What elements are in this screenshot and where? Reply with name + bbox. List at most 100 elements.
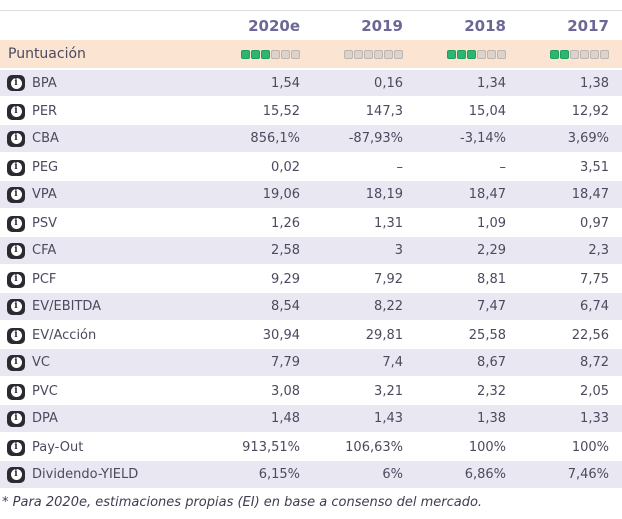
- metric-value: 7,4: [382, 355, 403, 370]
- info-icon[interactable]: i: [7, 242, 25, 259]
- info-icon[interactable]: i: [7, 186, 25, 203]
- metric-label-wrap: i PSV: [7, 215, 209, 232]
- metric-value: -87,93%: [348, 131, 403, 146]
- score-cell-2017: [519, 40, 622, 69]
- metric-value: 12,92: [571, 104, 609, 119]
- info-glyph: i: [10, 77, 22, 89]
- info-icon[interactable]: i: [7, 439, 25, 456]
- metric-label-cell: i PCF: [0, 265, 210, 293]
- score-square-empty: [570, 49, 579, 59]
- metric-value: 100%: [571, 440, 609, 455]
- metric-value: 147,3: [365, 104, 403, 119]
- metric-label-wrap: i Pay-Out: [7, 439, 209, 456]
- table-row: i PVC 3,08 3,21 2,32 2,05: [0, 377, 622, 405]
- metric-value: 1,09: [477, 216, 506, 231]
- metric-label-wrap: i Dividendo-YIELD: [7, 466, 209, 483]
- metric-value: 7,75: [580, 272, 609, 287]
- metric-label-cell: i CFA: [0, 237, 210, 265]
- metric-label: PVC: [32, 384, 58, 399]
- metric-value: 8,67: [477, 355, 506, 370]
- info-icon[interactable]: i: [7, 410, 25, 427]
- metric-value: 1,33: [580, 411, 609, 426]
- metric-label-cell: i Pay-Out: [0, 433, 210, 461]
- metric-label: Dividendo-YIELD: [32, 467, 139, 482]
- metric-value: 2,3: [588, 243, 609, 258]
- info-icon[interactable]: i: [7, 327, 25, 344]
- metric-value: 6,15%: [258, 467, 300, 482]
- metric-label: PSV: [32, 216, 57, 231]
- metric-value: 1,38: [580, 75, 609, 91]
- table-row: i BPA 1,54 0,16 1,34 1,38: [0, 69, 622, 97]
- info-icon[interactable]: i: [7, 130, 25, 147]
- score-square-empty: [497, 49, 506, 59]
- metric-value: 2,32: [477, 384, 506, 399]
- info-icon[interactable]: i: [7, 75, 25, 91]
- metric-value: 6,74: [580, 299, 609, 314]
- metric-label-cell: i BPA: [0, 69, 210, 97]
- score-square-empty: [580, 49, 589, 59]
- metric-value: 3,51: [580, 160, 609, 175]
- metric-value: 106,63%: [345, 440, 403, 455]
- info-icon[interactable]: i: [7, 383, 25, 400]
- score-row: Puntuación: [0, 40, 622, 69]
- metric-value: 8,54: [271, 299, 300, 314]
- info-icon[interactable]: i: [7, 103, 25, 120]
- metric-label: VPA: [32, 187, 57, 202]
- metric-value: 1,26: [271, 216, 300, 231]
- table-row: i VC 7,79 7,4 8,67 8,72: [0, 349, 622, 377]
- info-icon[interactable]: i: [7, 298, 25, 315]
- metric-value: 15,52: [262, 104, 300, 119]
- metric-value: 1,43: [374, 411, 403, 426]
- metric-label-wrap: i VPA: [7, 186, 209, 203]
- score-square-filled: [560, 49, 569, 59]
- score-square-empty: [384, 49, 393, 59]
- metric-value: 8,72: [580, 355, 609, 370]
- metric-label-cell: i EV/Acción: [0, 321, 210, 349]
- metric-label-wrap: i DPA: [7, 410, 209, 427]
- info-icon[interactable]: i: [7, 271, 25, 288]
- metric-value: –: [396, 160, 404, 175]
- info-icon[interactable]: i: [7, 354, 25, 371]
- metric-value: 7,79: [271, 355, 300, 370]
- info-glyph: i: [10, 330, 22, 341]
- metric-value: 15,04: [468, 104, 506, 119]
- metric-label-wrap: i PVC: [7, 383, 209, 400]
- metric-value: 1,34: [477, 75, 506, 91]
- metric-value: 30,94: [262, 328, 300, 343]
- score-squares: [520, 49, 609, 59]
- metric-value: 18,19: [365, 187, 403, 202]
- column-header-2019: 2019: [361, 16, 403, 35]
- score-square-empty: [281, 49, 290, 59]
- info-icon[interactable]: i: [7, 159, 25, 176]
- metric-value: 1,31: [374, 216, 403, 231]
- metric-label: CBA: [32, 131, 59, 146]
- info-icon[interactable]: i: [7, 215, 25, 232]
- score-square-empty: [487, 49, 496, 59]
- score-square-filled: [457, 49, 466, 59]
- info-glyph: i: [10, 133, 22, 144]
- info-glyph: i: [10, 442, 22, 453]
- metric-value: 2,58: [271, 243, 300, 258]
- metric-label-wrap: i BPA: [7, 75, 209, 91]
- table-row: i DPA 1,48 1,43 1,38 1,33: [0, 405, 622, 433]
- metric-value: 29,81: [365, 328, 403, 343]
- score-square-filled: [241, 49, 250, 59]
- score-squares: [314, 49, 403, 59]
- metric-label-wrap: i PEG: [7, 159, 209, 176]
- metric-value: 8,22: [374, 299, 403, 314]
- metric-label-wrap: i CBA: [7, 130, 209, 147]
- score-cell-2020e: [210, 40, 313, 69]
- metric-label-cell: i PER: [0, 97, 210, 125]
- metric-value: 856,1%: [250, 131, 300, 146]
- info-icon[interactable]: i: [7, 466, 25, 483]
- metric-value: 0,02: [271, 160, 300, 175]
- metric-label-cell: i PVC: [0, 377, 210, 405]
- metric-value: 0,97: [580, 216, 609, 231]
- metric-value: 3,21: [374, 384, 403, 399]
- table-row: i Dividendo-YIELD 6,15% 6% 6,86% 7,46%: [0, 461, 622, 489]
- score-square-empty: [600, 49, 609, 59]
- metric-value: –: [499, 160, 507, 175]
- metric-value: 25,58: [468, 328, 506, 343]
- table-row: i PCF 9,29 7,92 8,81 7,75: [0, 265, 622, 293]
